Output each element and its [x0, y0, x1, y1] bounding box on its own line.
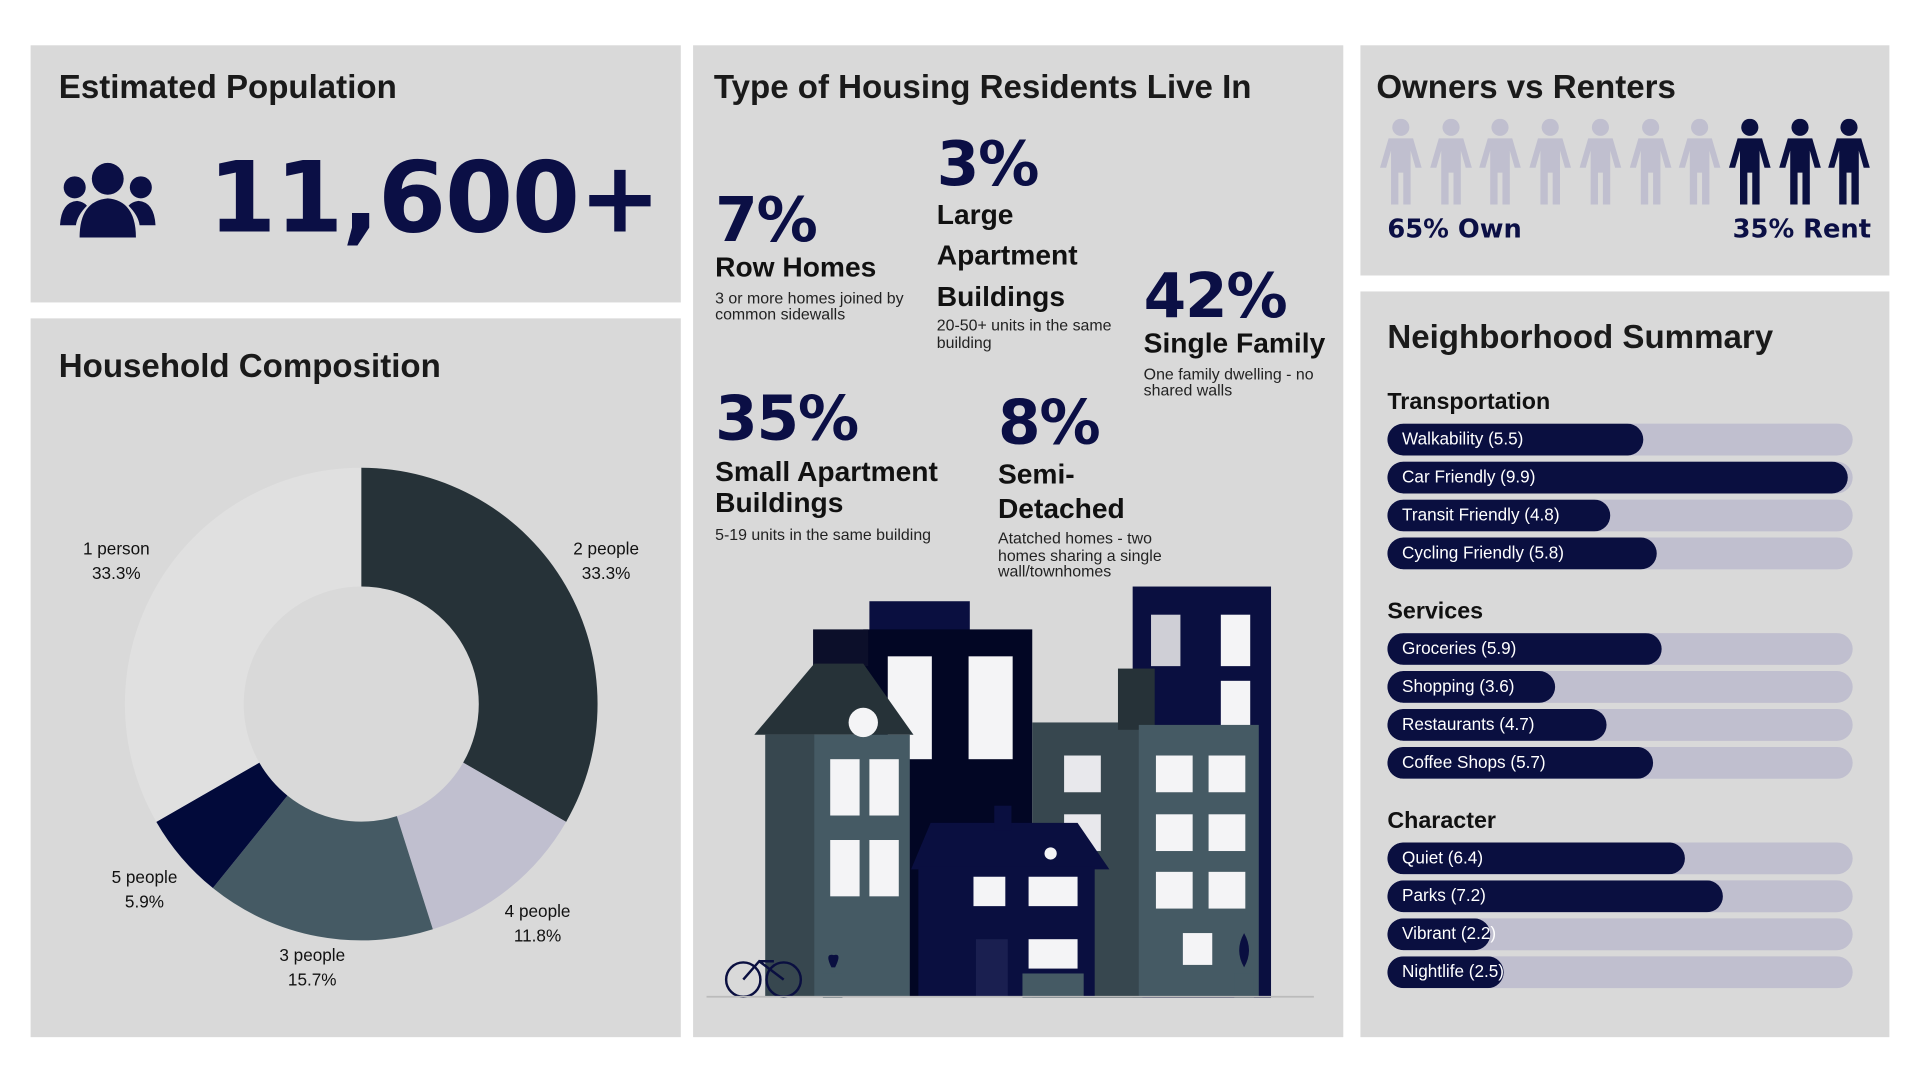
- owners-panel: Owners vs Renters 65% Own 35% Rent: [1360, 45, 1890, 276]
- population-title: Estimated Population: [58, 68, 397, 106]
- rating-bar: Shopping (3.6): [1387, 671, 1853, 703]
- rating-bar: Transit Friendly (4.8): [1387, 499, 1853, 532]
- donut-slice-1-person: [124, 467, 362, 822]
- rating-bar: Quiet (6.4): [1387, 842, 1853, 875]
- donut-slice-5-people: [156, 762, 288, 889]
- person-icon: [1479, 118, 1522, 205]
- person-icon: [1429, 118, 1472, 205]
- rating-bar-fill: [1387, 956, 1504, 989]
- person-icon: [1828, 118, 1871, 205]
- rating-bar: Coffee Shops (5.7): [1387, 746, 1853, 779]
- rating-bar-fill: [1387, 918, 1490, 951]
- people-icons: [1378, 118, 1880, 207]
- rating-bar-fill: [1387, 880, 1723, 913]
- housing-title: Type of Housing Residents Live In: [713, 68, 1252, 106]
- rating-bar: Parks (7.2): [1387, 880, 1853, 913]
- rating-bar: Groceries (5.9): [1387, 633, 1853, 665]
- rating-label: Nightlife (2.5): [1402, 961, 1505, 981]
- housing-single-family: 42% Single Family One family dwelling - n…: [1143, 260, 1326, 400]
- summary-panel: Neighborhood Summary Transportation Walka…: [1360, 291, 1890, 1038]
- rating-label: Restaurants (4.7): [1402, 713, 1535, 734]
- label-1-person: 1 person 33.3%: [82, 538, 150, 584]
- rating-bar: Walkability (5.5): [1387, 423, 1853, 456]
- label-5-people: 5 people 5.9%: [111, 866, 178, 912]
- rating-label: Transit Friendly (4.8): [1402, 504, 1560, 525]
- donut-slice-2-people: [361, 467, 598, 822]
- rating-bar: Cycling Friendly (5.8): [1387, 537, 1853, 570]
- summary-title: Neighborhood Summary: [1387, 318, 1774, 356]
- rating-bar: Restaurants (4.7): [1387, 708, 1853, 741]
- person-icon: [1728, 118, 1771, 205]
- population-value: 11,600+: [208, 140, 661, 255]
- rating-label: Parks (7.2): [1402, 885, 1486, 905]
- own-label: 65% Own: [1387, 214, 1522, 244]
- section-services: Services: [1387, 598, 1484, 625]
- label-2-people: 2 people 33.3%: [573, 538, 640, 584]
- rating-bar-fill: [1387, 499, 1611, 532]
- rating-bar: Car Friendly (9.9): [1387, 461, 1853, 494]
- rent-label: 35% Rent: [1732, 214, 1872, 244]
- donut-slice-3-people: [212, 795, 433, 941]
- person-icon: [1778, 118, 1821, 205]
- rating-bar-fill: [1387, 633, 1662, 665]
- housing-small-apartment: 35% Small Apartment Buildings 5-19 units …: [715, 383, 938, 544]
- household-donut-chart: [124, 467, 598, 941]
- person-icon: [1529, 118, 1572, 205]
- person-icon: [1380, 118, 1422, 205]
- rating-bar-fill: [1387, 746, 1653, 779]
- rating-bar: Nightlife (2.5): [1387, 956, 1853, 989]
- rating-label: Vibrant (2.2): [1402, 923, 1497, 943]
- rating-bar-fill: [1387, 671, 1555, 703]
- owners-title: Owners vs Renters: [1376, 68, 1676, 106]
- section-character: Character: [1387, 808, 1496, 834]
- household-panel: Household Composition 1 person 33.3% 2 pe…: [30, 318, 681, 1038]
- housing-row-homes: 7% Row Homes 3 or more homes joined by co…: [715, 184, 904, 324]
- section-transportation: Transportation: [1387, 389, 1551, 416]
- rating-label: Car Friendly (9.9): [1402, 466, 1536, 487]
- rating-label: Cycling Friendly (5.8): [1402, 542, 1565, 563]
- donut-slice-4-people: [396, 762, 567, 930]
- rating-bar: Vibrant (2.2): [1387, 918, 1853, 951]
- rating-bar-fill: [1387, 423, 1644, 456]
- label-4-people: 4 people 11.8%: [504, 901, 571, 946]
- group-icon: [60, 162, 156, 238]
- rating-label: Shopping (3.6): [1402, 675, 1515, 696]
- rating-label: Quiet (6.4): [1402, 847, 1484, 867]
- rating-bar-fill: [1387, 461, 1848, 494]
- population-panel: Estimated Population 11,600+: [30, 45, 681, 303]
- rating-label: Walkability (5.5): [1402, 428, 1524, 449]
- rating-label: Coffee Shops (5.7): [1402, 751, 1546, 772]
- person-icon: [1629, 118, 1671, 205]
- rating-bar-fill: [1387, 842, 1686, 875]
- rating-label: Groceries (5.9): [1402, 637, 1517, 658]
- housing-panel: Type of Housing Residents Live In 7% Row…: [693, 45, 1344, 1038]
- housing-semi-detached: 8% Semi- Detached Atatched homes - two ho…: [997, 386, 1162, 581]
- housing-large-apartment: 3% Large Apartment Buildings 20-50+ units…: [936, 128, 1112, 352]
- label-3-people: 3 people 15.7%: [279, 945, 346, 990]
- rating-bar-fill: [1387, 708, 1607, 741]
- person-icon: [1679, 118, 1721, 205]
- household-title: Household Composition: [58, 347, 441, 385]
- person-icon: [1579, 118, 1621, 205]
- buildings-illustration: [706, 586, 1314, 998]
- rating-bar-fill: [1387, 537, 1658, 570]
